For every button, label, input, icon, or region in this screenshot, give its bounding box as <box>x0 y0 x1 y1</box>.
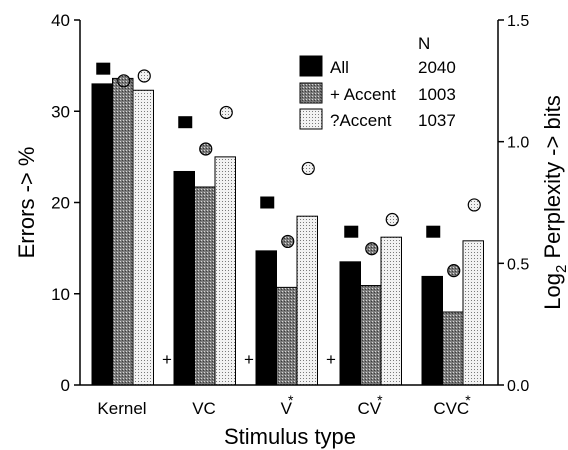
bar-1-0 <box>112 77 134 386</box>
y2-tick-label-3: 1.5 <box>507 13 529 30</box>
y-axis-title: Errors -> % <box>14 147 39 259</box>
x-tick-label-1: VC <box>192 399 216 418</box>
perplexity-marker-0-0 <box>96 62 111 75</box>
y-tick-label-1: 10 <box>51 285 70 304</box>
perplexity-marker-0-3 <box>344 225 359 238</box>
bar-0-2 <box>255 250 277 386</box>
perplexity-marker-0-4 <box>426 225 441 238</box>
perplexity-marker-0-2 <box>260 196 275 209</box>
y2-axis-title: Log2 Perplexity -> bits <box>540 95 568 309</box>
x-tick-label-3: CV* <box>357 392 383 418</box>
bar-2-1 <box>214 156 236 386</box>
y-tick-label-2: 20 <box>51 194 70 213</box>
perplexity-marker-1-2 <box>281 234 295 249</box>
legend-label-2: ?Accent <box>330 111 392 130</box>
legend-count-1: 1003 <box>418 85 456 104</box>
legend-count-2: 1037 <box>418 111 456 130</box>
y2-tick-label-1: 0.5 <box>507 256 529 273</box>
bar-0-3 <box>339 261 361 386</box>
perplexity-marker-2-3 <box>385 212 399 227</box>
perplexity-marker-2-1 <box>219 105 233 120</box>
plus-marker-1: + <box>244 350 254 369</box>
legend-header: N <box>418 34 430 53</box>
legend-label-0: All <box>330 58 349 77</box>
y2-tick-label-0: 0.0 <box>507 378 529 395</box>
y-tick-label-0: 0 <box>61 376 70 395</box>
y-tick-label-4: 40 <box>51 11 70 30</box>
legend-count-0: 2040 <box>418 58 456 77</box>
legend-swatch-1 <box>299 82 323 104</box>
x-axis-title: Stimulus type <box>224 424 356 449</box>
perplexity-marker-1-4 <box>447 264 461 278</box>
legend-swatch-0 <box>299 55 323 77</box>
bar-1-1 <box>194 186 216 386</box>
bar-2-0 <box>132 89 154 386</box>
bar-2-4 <box>462 240 484 386</box>
perplexity-marker-1-1 <box>199 142 213 156</box>
perplexity-marker-2-0 <box>137 69 151 83</box>
x-tick-label-4: CVC* <box>433 392 471 418</box>
x-tick-label-2: V* <box>281 392 294 418</box>
y-tick-label-3: 30 <box>51 102 70 121</box>
plus-marker-0: + <box>162 350 172 369</box>
plus-marker-2: + <box>326 350 336 369</box>
legend-swatch-2 <box>299 108 323 130</box>
perplexity-marker-2-2 <box>301 161 315 176</box>
legend-label-1: + Accent <box>330 85 396 104</box>
bar-1-4 <box>442 311 464 386</box>
y2-tick-label-2: 1.0 <box>507 135 529 152</box>
bar-0-1 <box>173 170 195 386</box>
bar-0-4 <box>421 275 443 386</box>
bar-0-0 <box>91 83 113 386</box>
perplexity-marker-0-1 <box>178 116 193 129</box>
bar-2-2 <box>296 215 318 386</box>
bar-2-3 <box>380 236 402 386</box>
x-tick-label-0: Kernel <box>97 399 146 418</box>
bar-1-3 <box>360 285 382 386</box>
perplexity-marker-1-3 <box>365 242 379 256</box>
perplexity-marker-2-4 <box>467 198 481 212</box>
perplexity-marker-1-0 <box>117 74 131 88</box>
bar-1-2 <box>276 286 298 386</box>
